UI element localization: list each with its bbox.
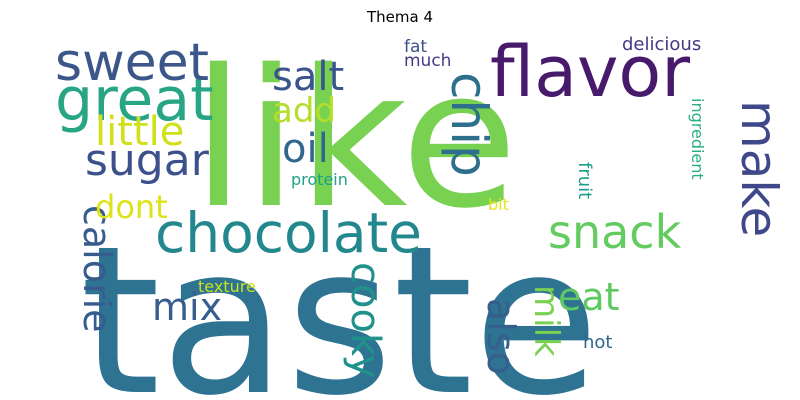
- word-chip: chip: [440, 72, 498, 177]
- word-fruit: fruit: [574, 162, 595, 199]
- word-calorie: calorie: [75, 205, 119, 333]
- word-eat: eat: [558, 275, 620, 319]
- word-sugar: sugar: [85, 135, 210, 186]
- word-oil: oil: [282, 126, 329, 172]
- word-texture: texture: [198, 277, 256, 296]
- word-snack: snack: [548, 205, 682, 259]
- word-fat: fat: [404, 37, 427, 57]
- word-ingredient: ingredient: [688, 98, 707, 180]
- word-make: make: [730, 100, 788, 237]
- word-chocolate: chocolate: [155, 201, 422, 265]
- word-add: add: [272, 91, 336, 131]
- word-hot: hot: [583, 332, 612, 353]
- word-salt: salt: [272, 54, 344, 100]
- word-bit: bit: [488, 195, 509, 214]
- word-taste: taste: [80, 203, 599, 400]
- word-also: also: [479, 298, 523, 375]
- word-dont: dont: [95, 188, 168, 226]
- word-sweet: sweet: [55, 33, 209, 93]
- word-great: great: [55, 65, 214, 135]
- word-flavor: flavor: [490, 31, 690, 113]
- word-protein: protein: [291, 170, 348, 189]
- word-cooky: cooky: [342, 262, 388, 378]
- word-delicious: delicious: [622, 34, 701, 55]
- word-like: like: [192, 29, 518, 250]
- chart-title: Thema 4: [366, 8, 433, 26]
- word-little: little: [95, 109, 184, 155]
- word-milk: milk: [526, 285, 566, 357]
- word-mix: mix: [152, 285, 222, 329]
- word-much: much: [404, 51, 451, 71]
